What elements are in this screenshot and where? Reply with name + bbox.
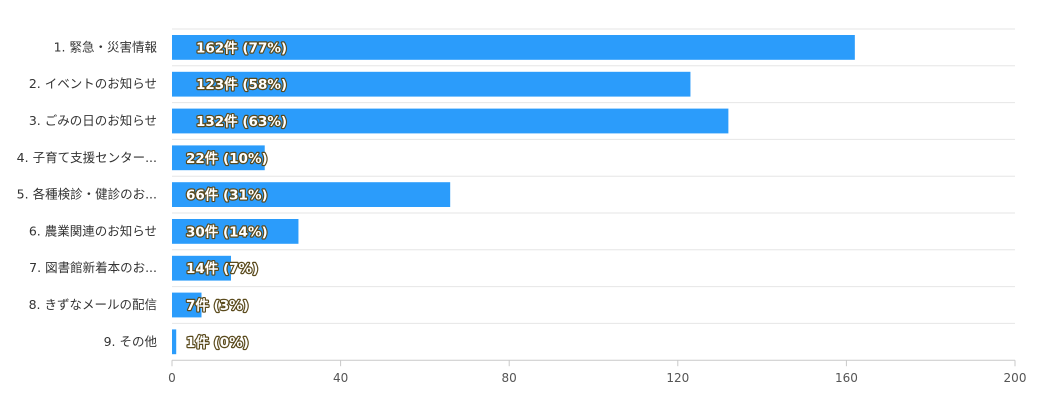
data-label: 30件 (14%) [186, 223, 268, 240]
bar [172, 329, 177, 355]
data-label: 123件 (58%) [196, 76, 287, 93]
x-tick-label: 80 [502, 371, 517, 385]
category-label: 3. ごみの日のお知らせ [29, 113, 157, 128]
data-label: 132件 (63%) [196, 113, 287, 130]
x-axis: 0 40 80 120 160 200 [168, 360, 1026, 385]
category-label: 9. その他 [104, 334, 158, 349]
x-tick-label: 0 [168, 371, 176, 385]
data-label: 14件 (7%) [186, 260, 258, 277]
category-label: 5. 各種検診・健診のお... [17, 187, 157, 202]
bar [172, 292, 202, 318]
data-label: 7件 (3%) [186, 297, 249, 314]
category-label: 4. 子育て支援センター... [17, 150, 157, 165]
category-labels: 1. 緊急・災害情報 2. イベントのお知らせ 3. ごみの日のお知らせ 4. 子育て… [17, 39, 158, 348]
data-label: 1件 (0%) [186, 334, 249, 351]
bars [172, 35, 855, 355]
bar [172, 255, 232, 281]
data-label: 162件 (77%) [196, 39, 287, 56]
category-label: 2. イベントのお知らせ [29, 76, 157, 91]
x-tick-label: 120 [666, 371, 689, 385]
bar [172, 145, 265, 171]
category-label: 6. 農業関連のお知らせ [29, 223, 157, 238]
x-tick-label: 160 [835, 371, 858, 385]
x-tick-label: 40 [333, 371, 348, 385]
data-label: 66件 (31%) [186, 187, 268, 204]
bar [172, 71, 691, 97]
bar [172, 182, 451, 207]
bar [172, 35, 855, 60]
data-labels: 162件 (77%) 123件 (58%) 132件 (63%) 22件 (10%) 6… [185, 38, 288, 352]
data-label: 22件 (10%) [186, 150, 268, 167]
gridlines [172, 28, 1015, 361]
category-label: 1. 緊急・災害情報 [54, 39, 158, 54]
category-label: 7. 図書館新着本のお... [29, 260, 157, 275]
bar [172, 108, 729, 134]
bar [172, 219, 299, 244]
category-label: 8. きずなメールの配信 [29, 297, 157, 312]
x-tick-label: 200 [1004, 371, 1027, 385]
